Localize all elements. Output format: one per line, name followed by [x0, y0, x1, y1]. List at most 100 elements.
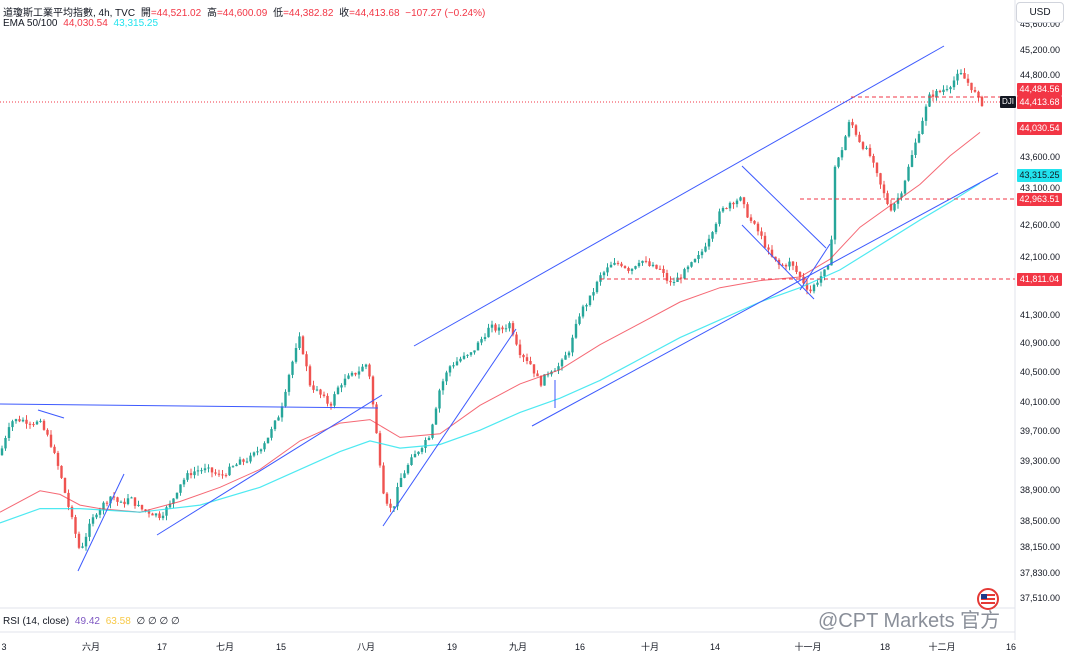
- candle-body: [413, 454, 417, 458]
- candle-body: [672, 282, 676, 283]
- rsi-legend[interactable]: RSI (14, close) 49.42 63.58 ∅ ∅ ∅ ∅: [3, 616, 183, 627]
- channel-upper-line[interactable]: [413, 45, 945, 347]
- rsi-label[interactable]: RSI (14, close): [3, 616, 70, 627]
- candle-body: [802, 276, 805, 284]
- candle-body: [742, 197, 746, 205]
- candle-body: [399, 477, 403, 487]
- candle-body: [931, 94, 935, 97]
- candle-body: [532, 364, 536, 374]
- candle-body: [14, 419, 18, 422]
- y-tick: 39,300.00: [1020, 456, 1060, 466]
- trendlines[interactable]: [0, 45, 999, 572]
- trendline-june-rise[interactable]: [77, 473, 125, 572]
- candle-body: [392, 506, 396, 508]
- candle-body: [602, 272, 606, 276]
- candle-body: [273, 420, 277, 430]
- candle-body: [651, 264, 655, 266]
- candle-body: [539, 376, 543, 386]
- ema-label[interactable]: EMA 50/100: [3, 18, 58, 29]
- candle-body: [406, 465, 410, 474]
- candle-body: [637, 262, 641, 267]
- candle-body: [658, 268, 662, 270]
- candle-body: [245, 461, 249, 463]
- candle-body: [760, 231, 763, 236]
- ema50-value: 44,030.54: [63, 18, 108, 29]
- candle-body: [462, 355, 466, 359]
- candle-body: [67, 492, 70, 507]
- candle-body: [662, 269, 665, 273]
- candle-body: [504, 328, 508, 330]
- trendline-august-rise[interactable]: [382, 328, 517, 527]
- candle-body: [606, 267, 609, 273]
- symbol-title[interactable]: 道瓊斯工業平均指數, 4h, TVC: [3, 8, 136, 19]
- channel-lower-line[interactable]: [531, 172, 999, 427]
- candle-body: [718, 211, 721, 224]
- candle-body: [564, 355, 567, 360]
- candle-body: [172, 498, 175, 504]
- candle-body: [508, 323, 511, 329]
- y-tick: 45,200.00: [1020, 45, 1060, 55]
- candle-body: [732, 202, 735, 205]
- candle-body: [46, 429, 49, 435]
- candle-body: [459, 358, 462, 362]
- trendline-july-rise[interactable]: [156, 394, 383, 536]
- candle-body: [0, 448, 4, 456]
- candle-body: [452, 365, 455, 367]
- candle-body: [781, 264, 784, 266]
- candle-body: [116, 497, 119, 502]
- candle-body: [956, 73, 959, 81]
- candle-body: [900, 193, 903, 198]
- currency-button[interactable]: USD: [1016, 2, 1064, 23]
- x-tick: 17: [157, 642, 167, 652]
- ema100-value: 43,315.25: [113, 18, 159, 29]
- candle-body: [490, 324, 494, 328]
- x-tick: 16: [575, 642, 585, 652]
- candle-body: [487, 327, 490, 338]
- candle-body: [280, 406, 284, 418]
- ema-legend[interactable]: EMA 50/100 44,030.54 43,315.25: [3, 18, 161, 29]
- candle-body: [798, 272, 802, 277]
- candle-body: [574, 323, 578, 338]
- trendline-october-fan[interactable]: [799, 243, 831, 291]
- candle-body: [35, 421, 39, 425]
- flag-upper-line[interactable]: [741, 165, 827, 249]
- candle-body: [63, 477, 67, 493]
- candle-body: [77, 533, 81, 548]
- x-tick: 19: [447, 642, 457, 652]
- x-tick: 十一月: [794, 641, 821, 652]
- y-tick: 38,500.00: [1020, 516, 1060, 526]
- candle-body: [746, 204, 749, 218]
- candle-body: [105, 502, 109, 504]
- candle-body: [441, 381, 445, 391]
- candle-body: [333, 394, 336, 406]
- trendline-horizontal-resistance[interactable]: [0, 403, 379, 409]
- candle-body: [74, 517, 77, 534]
- x-tick: 八月: [357, 642, 375, 652]
- rsi-ma-value: 63.58: [105, 616, 131, 627]
- candle-body: [914, 142, 917, 155]
- candle-body: [455, 361, 459, 366]
- candle-body: [315, 389, 319, 391]
- flag-lower-line[interactable]: [741, 224, 815, 300]
- price-badge-42963: 42,963.51: [1017, 193, 1062, 206]
- candle-body: [805, 283, 809, 290]
- candle-body: [389, 503, 392, 508]
- candle-body: [319, 389, 322, 395]
- symbol-badge: DJI: [1000, 96, 1016, 108]
- candle-body: [774, 256, 777, 260]
- symbol-legend[interactable]: 道瓊斯工業平均指數, 4h, TVC 開=44,521.02 高=44,600.…: [3, 4, 488, 19]
- y-tick: 45,600.00: [1020, 19, 1060, 29]
- candle-body: [753, 220, 756, 224]
- candle-body: [445, 372, 448, 382]
- candle-body: [91, 517, 95, 524]
- candle-body: [39, 420, 42, 422]
- candle-body: [18, 419, 21, 422]
- candle-body: [861, 142, 865, 149]
- y-tick: 40,500.00: [1020, 367, 1060, 377]
- candle-body: [725, 208, 728, 209]
- x-tick: 六月: [82, 641, 100, 652]
- candle-body: [616, 262, 620, 264]
- trendline-mini-support[interactable]: [37, 409, 65, 419]
- candle-body: [767, 247, 770, 250]
